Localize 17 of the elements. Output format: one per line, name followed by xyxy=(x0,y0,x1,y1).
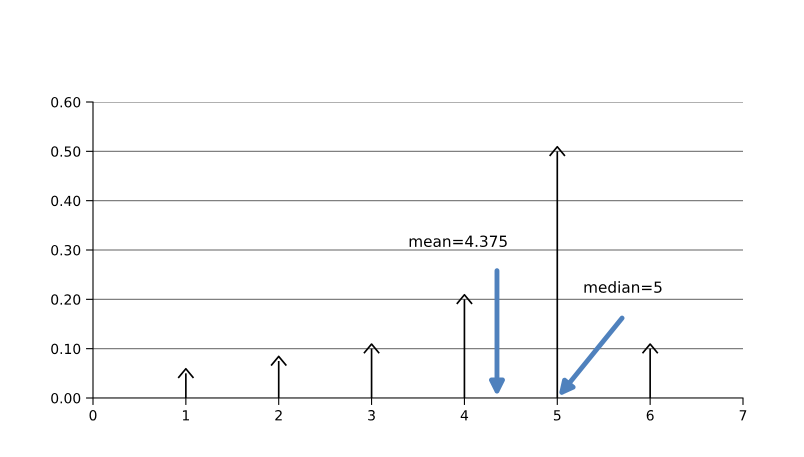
y-tick-label: 0.30 xyxy=(51,244,80,256)
y-tick-label: 0.40 xyxy=(51,196,80,206)
x-tick-label: 4 xyxy=(460,410,468,420)
x-tick-label: 6 xyxy=(646,410,654,421)
annotation: mean=4.375 xyxy=(410,235,507,248)
x-tick-label: 7 xyxy=(740,410,746,420)
annotation: median=5 xyxy=(584,281,662,293)
x-tick-label: 2 xyxy=(275,410,282,420)
x-tick-label: 0 xyxy=(89,410,96,421)
y-tick-label: 0.10 xyxy=(51,344,80,354)
y-tick-label: 0.50 xyxy=(51,146,80,157)
x-tick-label: 5 xyxy=(554,410,560,421)
y-tick-label: 0.00 xyxy=(51,392,80,404)
x-tick-label: 3 xyxy=(368,410,375,421)
y-tick-label: 0.60 xyxy=(51,96,80,108)
y-tick-label: 0.20 xyxy=(51,294,80,305)
x-tick-label: 1 xyxy=(182,410,189,420)
